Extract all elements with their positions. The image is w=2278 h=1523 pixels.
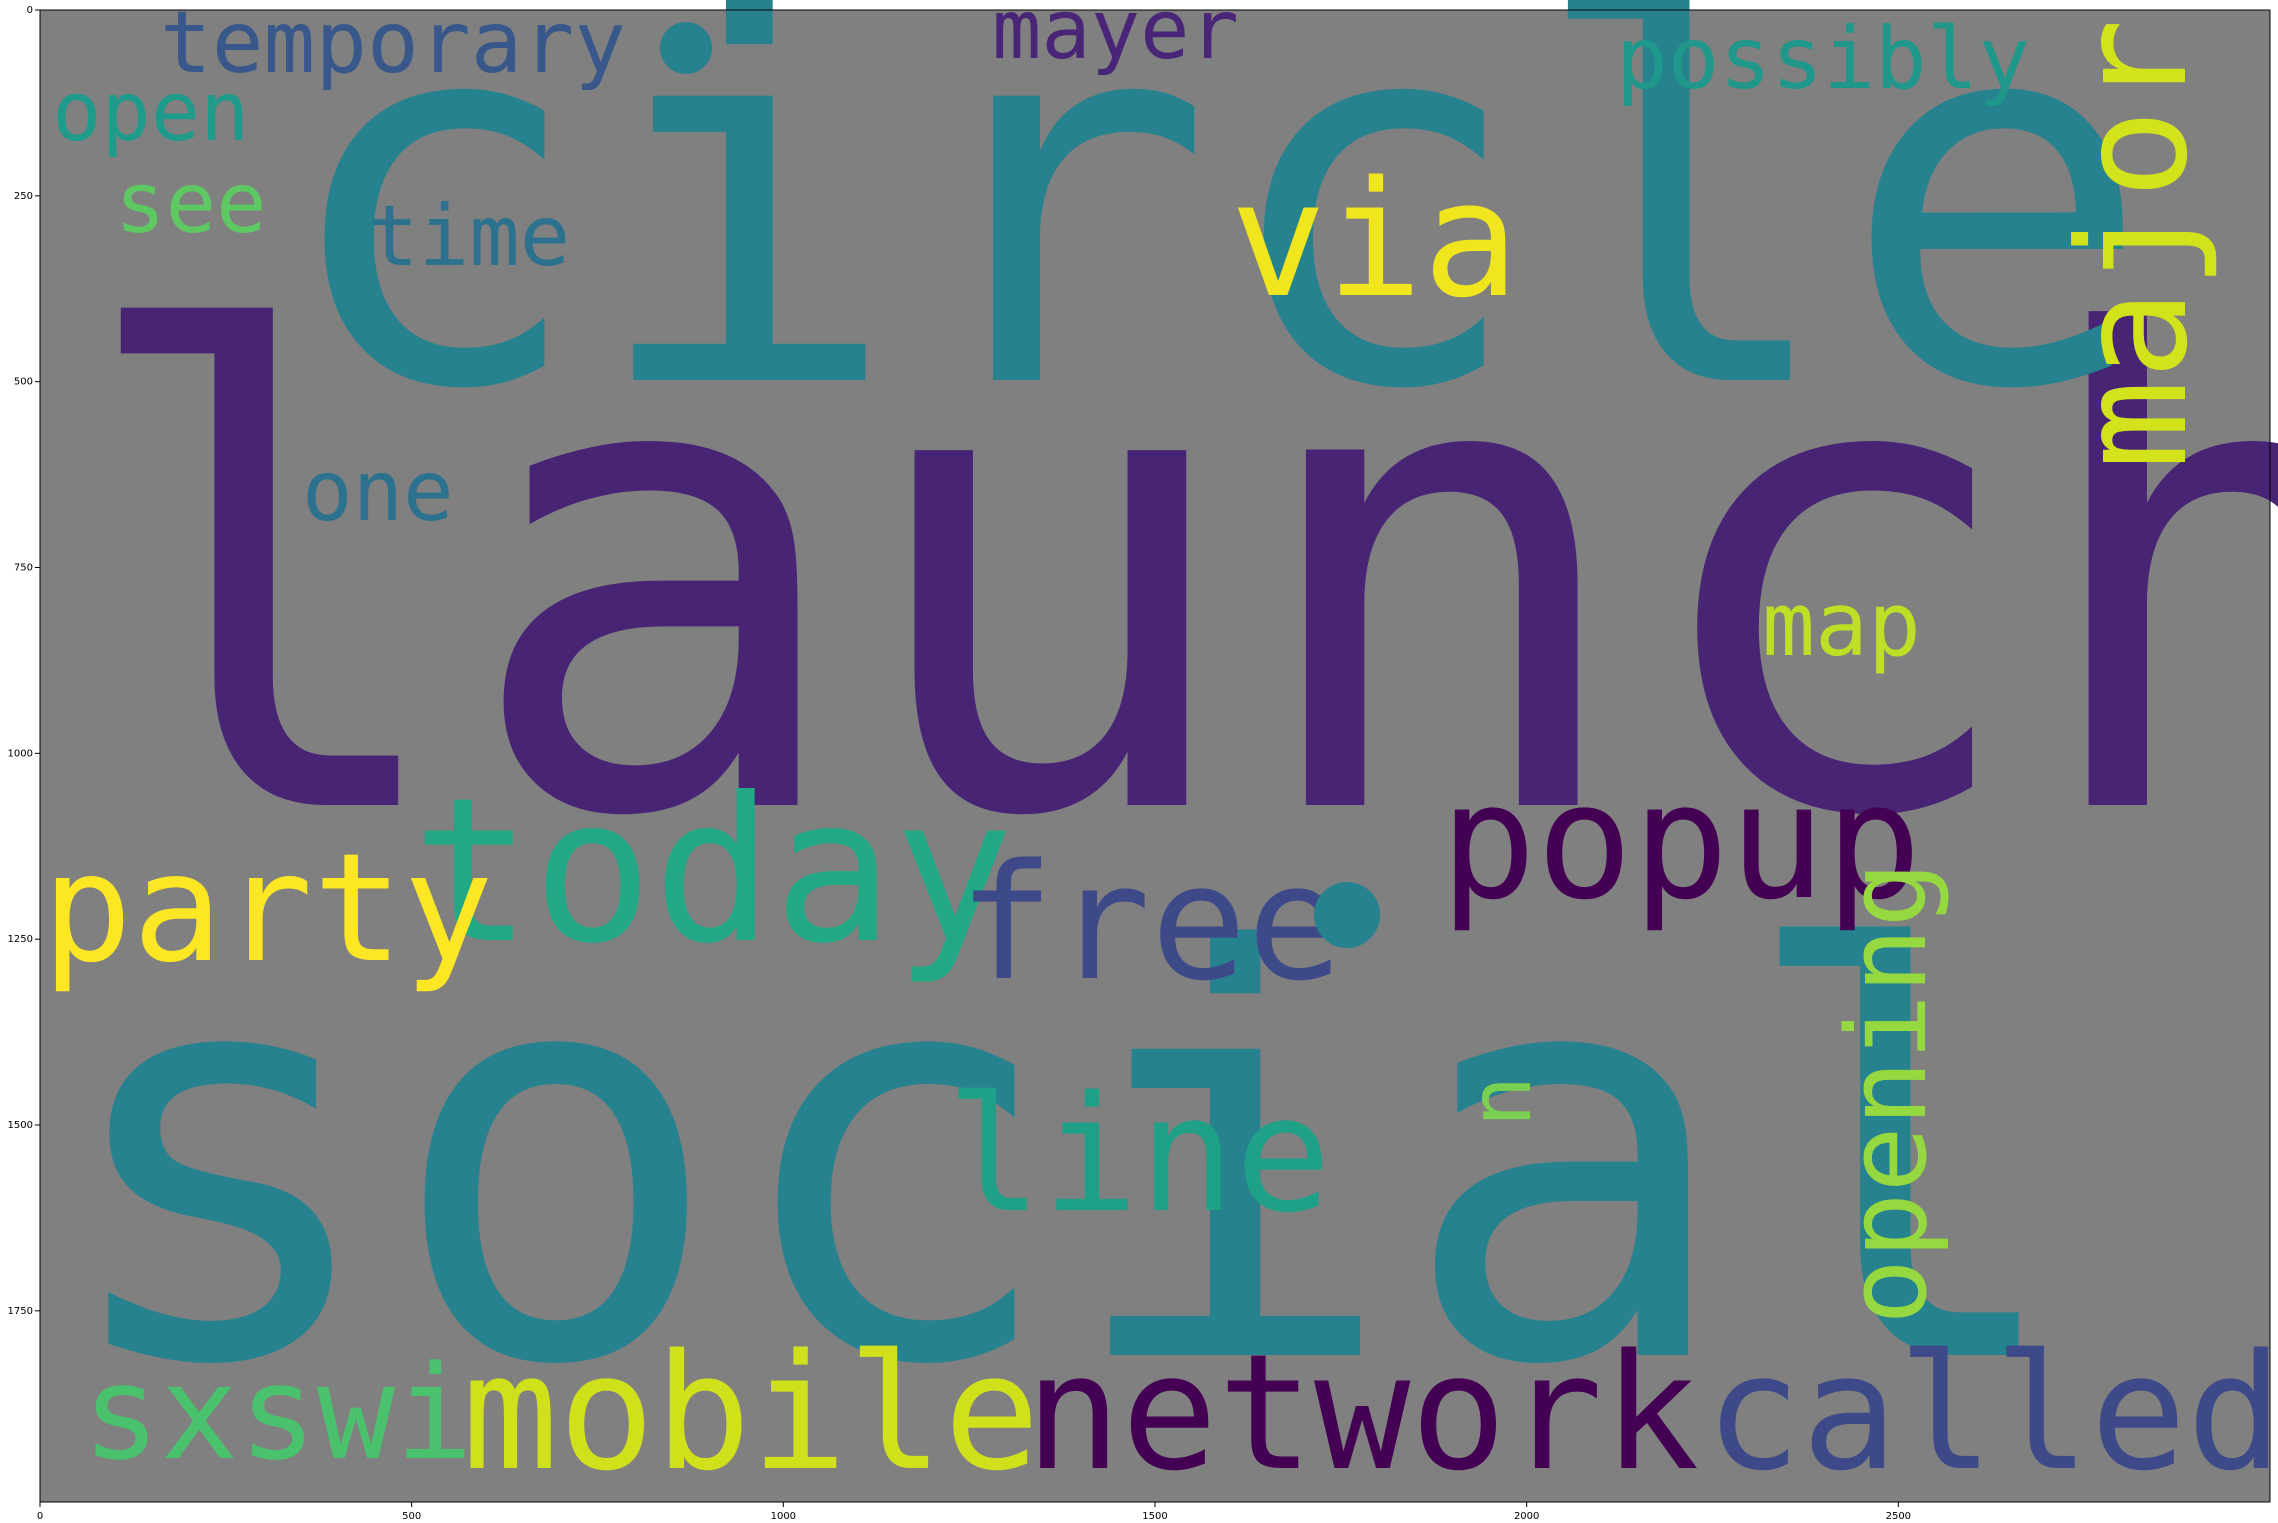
word-temporary: temporary bbox=[160, 0, 626, 93]
word-social: social bbox=[50, 836, 2073, 1488]
x-tick-label: 1000 bbox=[771, 1511, 796, 1522]
y-tick-label: 500 bbox=[14, 377, 33, 388]
word-u: u bbox=[1462, 1075, 1562, 1127]
word-line: line bbox=[946, 1061, 1331, 1248]
word-circle: circle bbox=[275, 0, 2153, 503]
word-time: time bbox=[368, 187, 570, 285]
word-map: map bbox=[1762, 573, 1921, 676]
y-tick-label: 1500 bbox=[8, 1120, 33, 1131]
word-network: network bbox=[1025, 1319, 1699, 1506]
y-tick-label: 750 bbox=[14, 563, 33, 574]
y-tick-label: 250 bbox=[14, 191, 33, 202]
word-sxswi: sxswi bbox=[82, 1337, 473, 1489]
word-called: called bbox=[1705, 1319, 2278, 1506]
x-tick-label: 1500 bbox=[1142, 1511, 1167, 1522]
word-opening: opening bbox=[1823, 861, 1951, 1325]
word-open: open bbox=[52, 65, 249, 160]
y-tick-label: 1750 bbox=[8, 1306, 33, 1317]
x-tick-label: 500 bbox=[402, 1511, 421, 1522]
word-today: today bbox=[412, 755, 1014, 988]
word-see: see bbox=[115, 154, 267, 252]
word-mayer: mayer bbox=[992, 0, 1239, 78]
word-major: major bbox=[2047, 18, 2221, 470]
word-launch: launch bbox=[70, 203, 2278, 959]
word-mobile: mobile bbox=[462, 1319, 1040, 1506]
dot-mark-2 bbox=[1314, 882, 1380, 948]
word-party: party bbox=[42, 822, 494, 996]
plot-background bbox=[40, 10, 2270, 1502]
y-tick-label: 0 bbox=[27, 5, 33, 16]
word-free: free bbox=[958, 829, 1343, 1016]
dot-mark-1 bbox=[660, 22, 712, 74]
x-tick-label: 0 bbox=[37, 1511, 43, 1522]
word-popup: popup bbox=[1440, 748, 1922, 935]
word-cloud: launch circle social temporary mayer pos… bbox=[42, 0, 2278, 1506]
word-one: one bbox=[302, 442, 454, 540]
y-axis: 0 250 500 750 1000 1250 1500 1750 bbox=[8, 5, 40, 1317]
y-tick-label: 1250 bbox=[8, 934, 33, 945]
word-via: via bbox=[1230, 146, 1519, 333]
x-tick-label: 2000 bbox=[1514, 1511, 1539, 1522]
y-tick-label: 1000 bbox=[8, 748, 33, 759]
word-possibly: possibly bbox=[1616, 9, 2030, 109]
x-tick-label: 2500 bbox=[1886, 1511, 1911, 1522]
x-axis: 0 500 1000 1500 2000 2500 bbox=[37, 1502, 1911, 1522]
